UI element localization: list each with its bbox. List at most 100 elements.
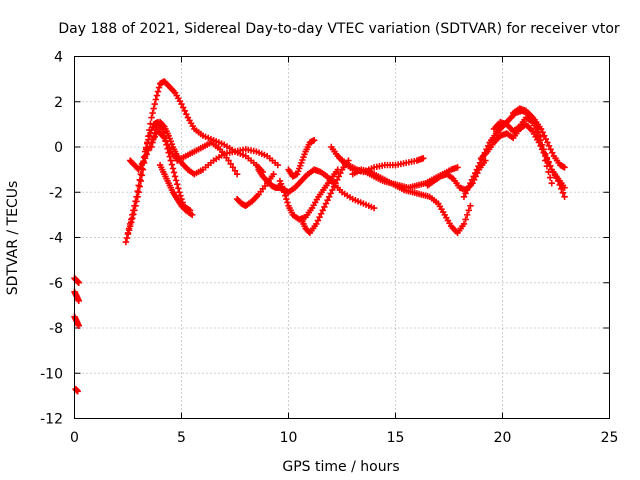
data-point: [74, 388, 81, 395]
data-point: [370, 204, 378, 212]
data-point: [160, 122, 167, 129]
data-point: [538, 141, 546, 148]
data-point: [227, 160, 234, 168]
data-point: [476, 159, 484, 167]
data-point: [141, 155, 149, 162]
data-point: [161, 134, 168, 142]
data-point: [454, 164, 461, 171]
data-point: [152, 96, 160, 103]
data-point: [135, 189, 142, 196]
data-point: [539, 129, 546, 136]
series-early-3: [71, 313, 82, 329]
data-point: [330, 183, 338, 190]
data-point: [149, 109, 156, 117]
data-point: [130, 207, 137, 214]
data-point: [171, 173, 179, 180]
data-point: [541, 132, 548, 139]
data-point: [540, 149, 547, 156]
series-arc-9: [285, 137, 318, 180]
data-point: [151, 130, 158, 137]
y-axis-label: SDTVAR / TECUs: [5, 181, 21, 296]
data-point: [137, 177, 145, 185]
data-point: [274, 161, 281, 169]
data-point: [170, 169, 178, 176]
series-arc-13: [349, 166, 474, 237]
data-point: [150, 134, 157, 142]
x-tick-labels: 0 5 10 15 20 25: [70, 430, 618, 446]
data-point: [559, 189, 567, 197]
series-arc-3: [126, 127, 241, 178]
data-point: [75, 322, 82, 329]
x-axis-label: GPS time / hours: [282, 459, 399, 475]
data-point: [324, 196, 331, 204]
data-point: [143, 151, 150, 158]
data-point: [333, 176, 341, 184]
series-early-4: [72, 385, 81, 395]
data-point: [545, 158, 552, 165]
data-point: [136, 183, 143, 190]
data-point: [134, 187, 141, 195]
data-point: [136, 176, 143, 184]
data-point: [233, 170, 241, 178]
data-point: [327, 190, 334, 197]
x-tick-label: 0: [70, 430, 79, 446]
data-point: [467, 202, 474, 210]
data-point: [283, 195, 290, 203]
data-point: [548, 180, 555, 187]
data-point: [123, 234, 131, 242]
data-point: [281, 189, 288, 196]
data-point: [75, 279, 82, 286]
grid-lines: [74, 56, 610, 419]
data-point: [125, 225, 133, 232]
data-point: [314, 217, 322, 224]
data-point: [270, 170, 277, 178]
data-point: [189, 211, 196, 219]
data-point: [472, 169, 479, 177]
data-point: [155, 84, 163, 91]
data-point: [174, 181, 181, 188]
data-point: [337, 169, 344, 177]
data-point: [225, 157, 232, 164]
data-points: [71, 78, 568, 395]
data-point: [319, 207, 326, 214]
data-point: [148, 143, 155, 151]
data-point: [549, 149, 556, 156]
data-point: [150, 105, 157, 112]
data-point: [542, 157, 549, 164]
data-point: [172, 177, 180, 184]
data-point: [329, 186, 336, 194]
data-point: [475, 163, 482, 170]
series-arc-8: [276, 166, 341, 223]
data-point: [313, 220, 320, 228]
data-point: [316, 213, 323, 221]
data-point: [317, 210, 325, 217]
data-point: [558, 185, 565, 193]
data-point: [178, 100, 185, 108]
data-point: [124, 229, 132, 237]
data-point: [229, 164, 237, 171]
y-tick-label: 0: [54, 140, 63, 156]
data-point: [537, 133, 544, 141]
data-point: [321, 203, 328, 211]
chart-title: Day 188 of 2021, Sidereal Day-to-day VTE…: [58, 21, 620, 37]
data-point: [122, 238, 130, 246]
data-point: [153, 92, 161, 99]
data-point: [470, 173, 477, 180]
series-arc-5: [156, 161, 196, 219]
data-point: [176, 189, 183, 196]
data-point: [546, 174, 554, 181]
data-point: [181, 107, 188, 114]
data-point: [133, 193, 140, 200]
data-point: [168, 161, 176, 168]
data-point: [231, 167, 239, 174]
x-tick-label: 15: [387, 430, 405, 446]
y-tick-label: -2: [49, 185, 63, 201]
y-tick-label: -8: [49, 321, 63, 337]
data-point: [465, 207, 472, 214]
data-point: [482, 157, 489, 164]
data-point: [561, 193, 568, 200]
data-point: [169, 165, 177, 172]
data-point: [179, 104, 187, 111]
data-point: [135, 182, 142, 189]
